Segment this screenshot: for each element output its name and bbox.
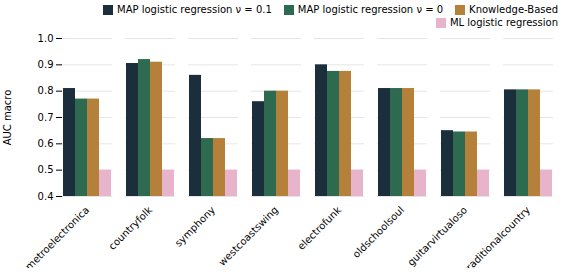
svg-text:countryfolk: countryfolk bbox=[106, 204, 154, 252]
html-text:MAP logistic regression ν = 0: MAP logistic regression ν = 0 bbox=[297, 4, 444, 15]
svg-text:0.6: 0.6 bbox=[38, 138, 54, 149]
svg-text:0.4: 0.4 bbox=[38, 191, 54, 202]
svg-text:0.9: 0.9 bbox=[38, 59, 54, 70]
svg-text:guitarvirtualoso: guitarvirtualoso bbox=[406, 204, 470, 268]
svg-text:0.8: 0.8 bbox=[38, 85, 54, 96]
html-text:ML logistic regression: ML logistic regression bbox=[449, 17, 558, 28]
svg-text:metroelectronica: metroelectronica bbox=[23, 204, 91, 268]
html-text:Knowledge-Based: Knowledge-Based bbox=[469, 4, 558, 15]
svg-text:traditionalcountry: traditionalcountry bbox=[461, 204, 532, 268]
svg-text:symphony: symphony bbox=[173, 204, 218, 249]
svg-text:electrofunk: electrofunk bbox=[295, 204, 343, 252]
svg-text:AUC macro: AUC macro bbox=[2, 90, 13, 146]
html-text:MAP logistic regression ν = 0.: MAP logistic regression ν = 0.1 bbox=[117, 4, 272, 15]
svg-text:0.5: 0.5 bbox=[38, 164, 54, 175]
svg-text:oldschoolsoul: oldschoolsoul bbox=[350, 204, 406, 260]
svg-text:0.7: 0.7 bbox=[38, 112, 54, 123]
svg-text:1.0: 1.0 bbox=[38, 33, 54, 44]
svg-text:westcoastswing: westcoastswing bbox=[216, 204, 280, 268]
